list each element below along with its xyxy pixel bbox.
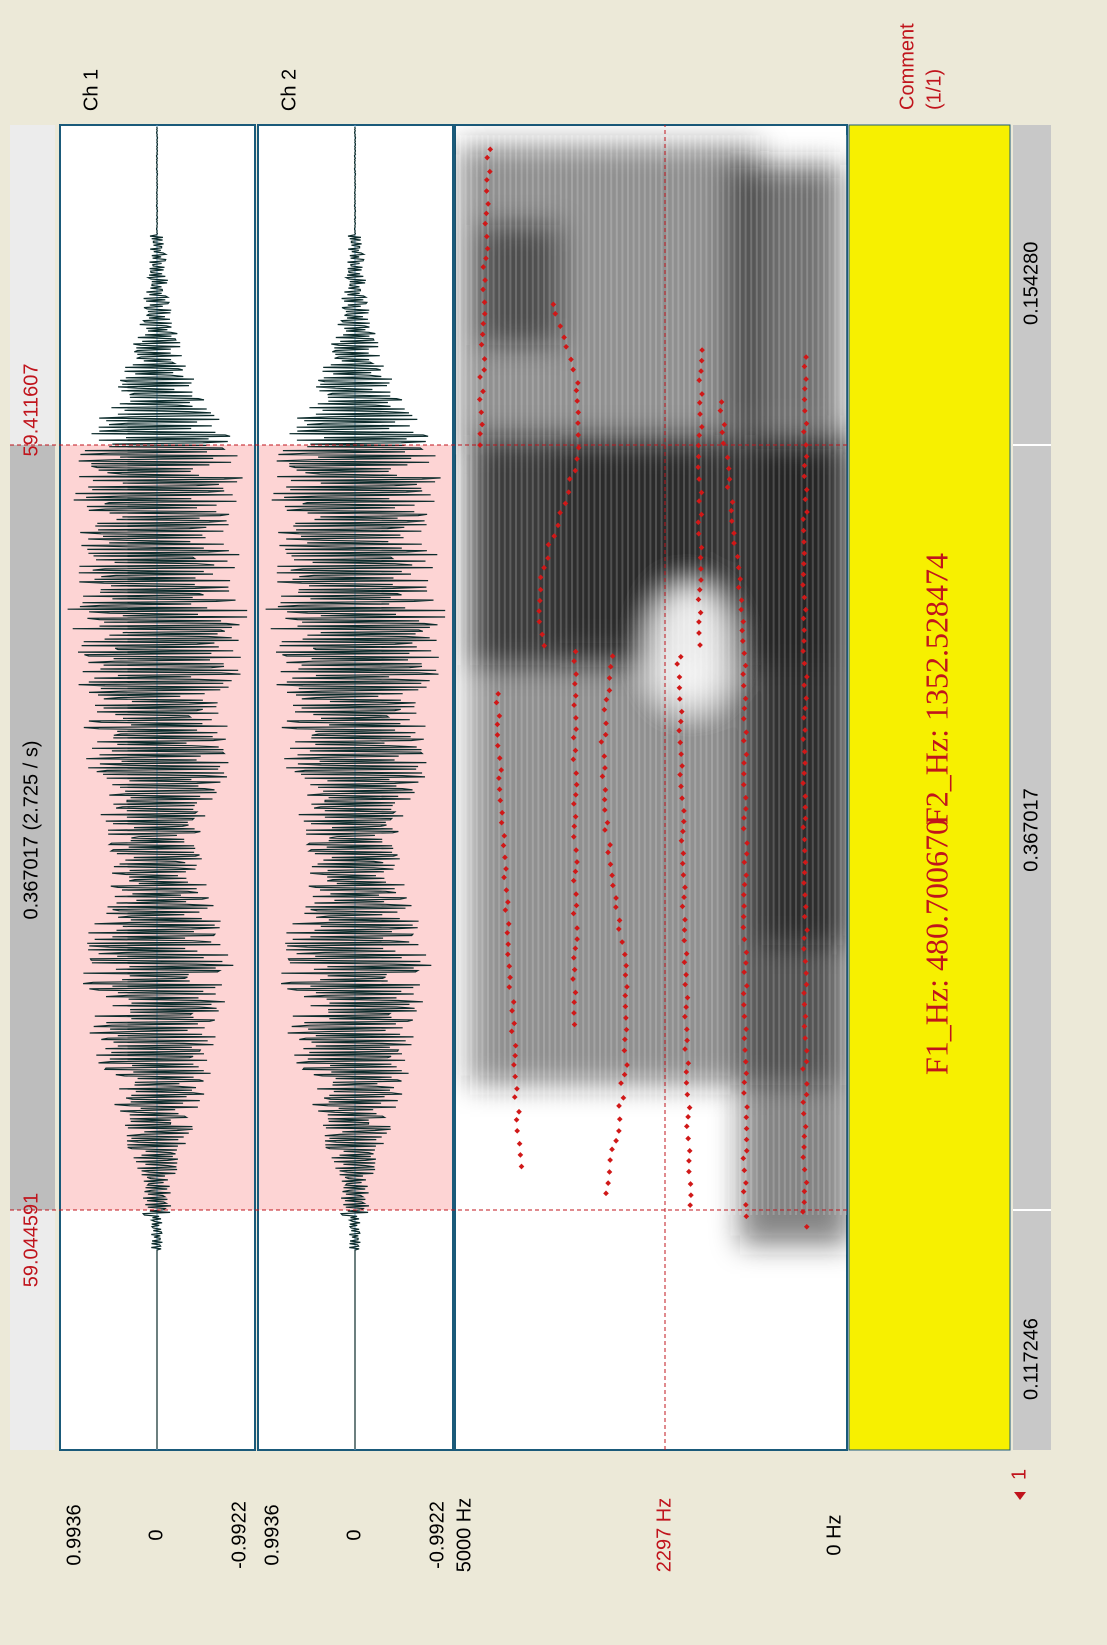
- amp-min: -0.9922: [228, 1501, 250, 1569]
- channel-label[interactable]: Ch 2: [278, 69, 300, 111]
- selection-length: 0.367017 (2.725 / s): [20, 740, 42, 919]
- tier-number: 1: [1008, 1469, 1030, 1480]
- page: 59.044591 0.367017 (2.725 / s) 59.411607…: [0, 0, 1107, 1645]
- spectrogram: [460, 135, 850, 1245]
- freq-cursor: 2297 Hz: [653, 1498, 675, 1573]
- selection-end: 59.411607: [20, 363, 42, 456]
- f2-text: F2_Hz: 1352.528474: [918, 553, 954, 825]
- amp-max: 0.9936: [63, 1504, 85, 1565]
- tier-label[interactable]: Comment: [896, 23, 918, 110]
- amp-zero: 0: [145, 1529, 167, 1540]
- freq-max: 5000 Hz: [453, 1498, 475, 1573]
- channel-panel: [258, 125, 453, 1450]
- ruler-label: 0.367017: [1020, 788, 1042, 871]
- f1-text: F1_Hz: 480.700670: [918, 819, 954, 1075]
- selection-start: 59.044591: [20, 1193, 42, 1288]
- ruler-label: 0.117246: [1020, 1318, 1042, 1400]
- tier-count: (1/1): [923, 69, 945, 110]
- freq-min: 0 Hz: [823, 1514, 845, 1555]
- energy: [480, 225, 560, 345]
- channel-panel: [60, 125, 255, 1450]
- channel-label[interactable]: Ch 1: [80, 69, 102, 111]
- amp-min: -0.9922: [426, 1501, 448, 1569]
- app-window: 59.044591 0.367017 (2.725 / s) 59.411607…: [0, 0, 1107, 1645]
- amp-zero: 0: [343, 1529, 365, 1540]
- analysis-view: 59.044591 0.367017 (2.725 / s) 59.411607…: [0, 0, 1107, 1645]
- ruler-label: 0.154280: [1020, 242, 1042, 325]
- amp-max: 0.9936: [261, 1504, 283, 1565]
